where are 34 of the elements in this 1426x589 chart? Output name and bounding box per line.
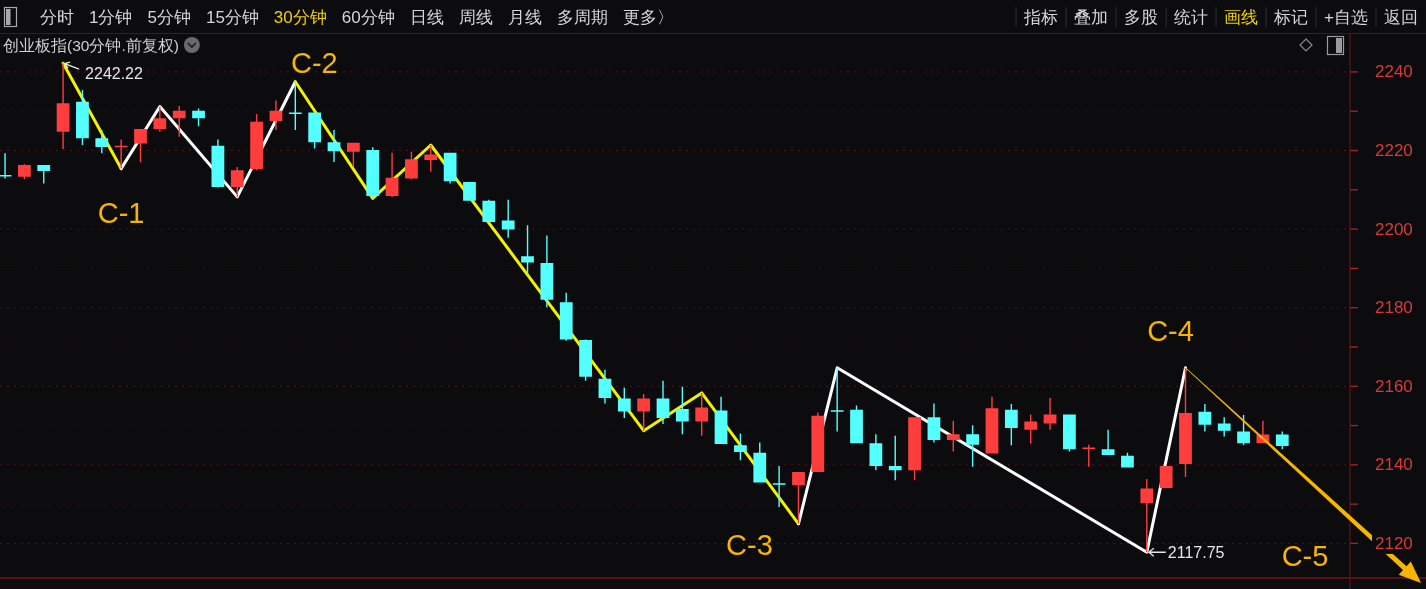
text: 标记 [1273,7,1309,27]
y-tick-label: 2140 [1375,455,1413,475]
text: 统计 [1174,7,1209,27]
text: 周线 [458,7,493,27]
annotation: C-1 [97,196,145,229]
chart-title: 创业板指(30分钟.前复权) [3,36,179,54]
y-tick-label: 2120 [1375,533,1413,553]
annotation: 2242.22 [85,64,144,82]
y-tick-label: 2160 [1375,376,1413,396]
text: 1分钟 [89,7,133,27]
text: 返回 [1384,7,1418,27]
annotation: C-2 [290,46,338,79]
y-tick-label: 2200 [1375,219,1413,239]
text: 月线 [507,7,542,27]
text: 15分钟 [205,7,259,27]
text: 分时 [40,7,74,27]
annotation: C-4 [1147,314,1194,347]
y-tick-label: 2240 [1375,62,1413,82]
text: 多股 [1124,7,1159,27]
annotation: C-5 [1281,540,1329,572]
annotation: C-3 [726,528,773,561]
text: 多周期 [556,7,608,27]
text: 30分钟 [273,7,327,27]
annotation: 2117.75 [1167,543,1225,561]
y-tick-label: 2180 [1375,298,1413,318]
text: 5分钟 [147,7,191,27]
text: +自选 [1324,7,1368,27]
text: 更多〉 [622,7,674,27]
y-tick-label: 2220 [1375,141,1413,161]
text: 叠加 [1074,7,1109,27]
text: 日线 [409,7,444,27]
text: 60分钟 [341,7,395,27]
text: 画线 [1224,7,1259,27]
text: 指标 [1023,7,1059,27]
